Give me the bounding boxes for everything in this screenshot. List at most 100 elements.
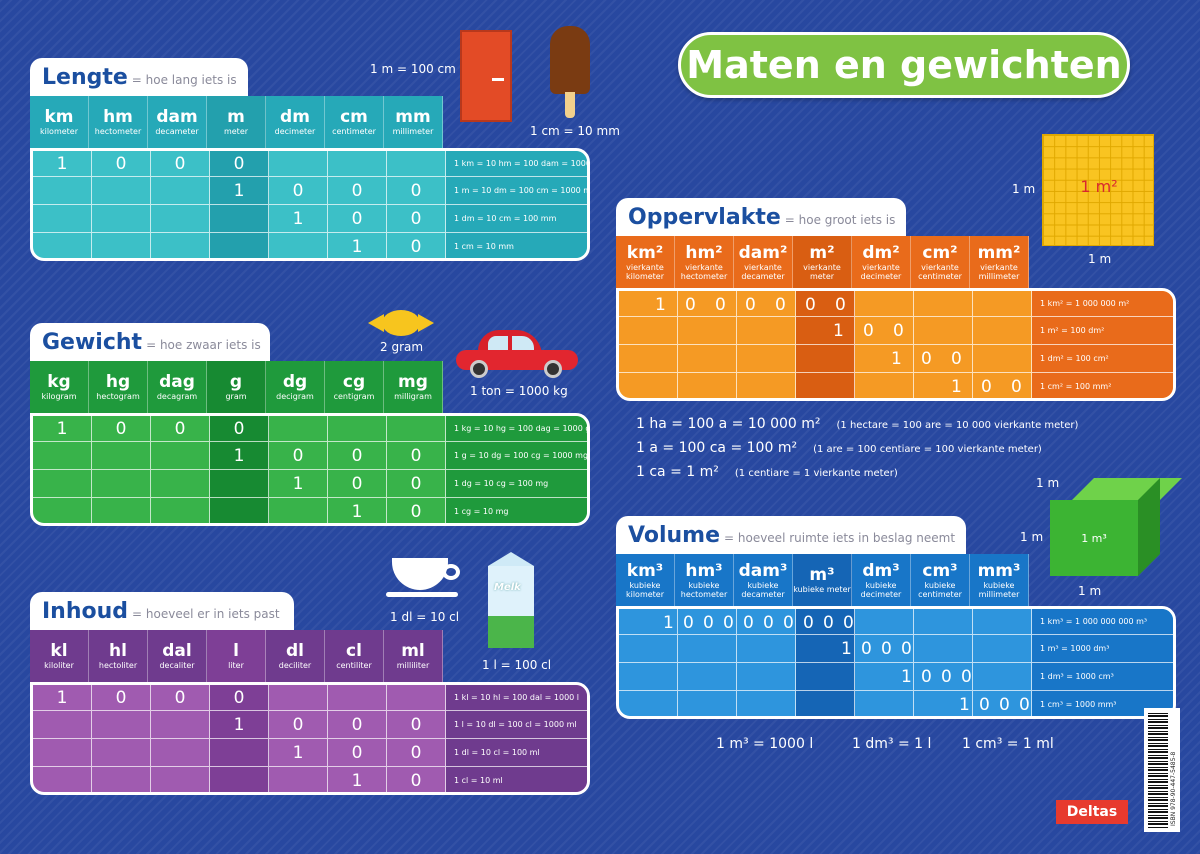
digit-cell: 0 (387, 498, 446, 523)
digit-cell (151, 177, 210, 205)
digit-cell (269, 767, 328, 792)
unit-abbr: m³ (809, 565, 835, 585)
table-row: 1 cm² = 100 mm² (619, 373, 1173, 398)
digit-cell (973, 663, 1032, 691)
unit-name: milligram (394, 392, 432, 401)
equation-main: 1 a = 100 ca = 100 m² (636, 440, 798, 456)
volume-bottom-3: 1 cm³ = 1 ml (962, 736, 1054, 752)
digit-cell (328, 685, 387, 711)
digit: 1 (841, 639, 852, 659)
unit-abbr: dam³ (738, 560, 788, 581)
unit-name: vierkante meter (803, 262, 841, 281)
digit-cell (973, 345, 1032, 373)
digit-cell (619, 663, 678, 691)
digit-cell (92, 233, 151, 258)
square-meter-illustration: 1 m² (1042, 134, 1154, 246)
digit: 0 (1011, 377, 1022, 397)
digit: 0 (703, 613, 714, 633)
digit-cell: 0 (387, 470, 446, 498)
volume-title: Volume (628, 523, 720, 548)
digit: 0 (881, 639, 892, 659)
digit-cell (914, 291, 973, 317)
header-cell: mm³ kubieke millimeter (970, 554, 1029, 606)
unit-name: hectometer (94, 127, 142, 136)
digit-cell: 1 (33, 151, 92, 177)
digit-cell: 0 (328, 711, 387, 739)
car-illustration (456, 330, 578, 378)
digit-cell: 0 (387, 233, 446, 258)
unit-name: hectoliter (98, 661, 138, 670)
header-cell: hm² vierkante hectometer (675, 236, 734, 288)
digit-cell (92, 767, 151, 792)
conversion-rule: 1 dm³ = 1000 cm³ (1032, 663, 1173, 691)
icecream-caption: 1 cm = 10 mm (530, 124, 620, 138)
digit: 0 (961, 667, 972, 687)
digit-cell (33, 498, 92, 523)
area-equation: 1 ha = 100 a = 10 000 m² (1 hectare = 100… (636, 416, 1078, 432)
digit-cell (151, 498, 210, 523)
unit-abbr: cg (342, 372, 366, 392)
unit-abbr: hl (109, 641, 127, 661)
equation-main: 1 ca = 1 m² (636, 464, 719, 480)
equation-explanation: (1 centiare = 1 vierkante meter) (734, 468, 898, 479)
conversion-rule: 1 g = 10 dg = 100 cg = 1000 mg (446, 442, 587, 470)
unit-abbr: dm² (862, 242, 900, 263)
digit-cell: 0 (92, 416, 151, 442)
digit-cell (92, 470, 151, 498)
gewicht-tab: Gewicht = hoe zwaar iets is (30, 323, 270, 363)
digit-cell: 0 (387, 767, 446, 792)
unit-name: gram (225, 392, 247, 401)
digit: 0 (715, 295, 726, 315)
digit-cell (855, 373, 914, 398)
candy-caption: 2 gram (380, 340, 424, 354)
header-cell: hm hectometer (89, 96, 148, 148)
unit-abbr: m² (809, 242, 835, 263)
unit-abbr: cl (346, 641, 362, 661)
header-cell: mg milligram (384, 361, 443, 413)
digit-cell (914, 373, 973, 398)
digit: 0 (979, 695, 990, 715)
digit: 0 (743, 613, 754, 633)
unit-abbr: hg (105, 372, 131, 392)
digit-cell (33, 205, 92, 233)
volume-header: km³ kubieke kilometer hm³ kubieke hectomete… (616, 554, 1029, 606)
conversion-rule: 1 dl = 10 cl = 100 ml (446, 739, 587, 767)
digit-cell (914, 317, 973, 345)
digit-cell: 0 (387, 711, 446, 739)
unit-name: kubieke meter (793, 585, 851, 594)
header-cell: m meter (207, 96, 266, 148)
conversion-rule: 1 dg = 10 cg = 100 mg (446, 470, 587, 498)
conversion-rule: 1 cm² = 100 mm² (1032, 373, 1173, 398)
digit-cell (619, 635, 678, 663)
unit-abbr: km³ (626, 560, 664, 581)
digit-cell: 0 (210, 416, 269, 442)
digit-cell (619, 691, 678, 716)
header-cell: hm³ kubieke hectometer (675, 554, 734, 606)
digit-cell (33, 739, 92, 767)
digit-cell (855, 663, 914, 691)
digit-cell: 0 (387, 205, 446, 233)
unit-abbr: km² (626, 242, 664, 263)
isbn-text: ISBN 978-90-447-5485-8 (1170, 751, 1177, 826)
digit-cell (33, 767, 92, 792)
inhoud-subtitle: = hoeveel er in iets past (132, 607, 280, 621)
digit-cell (387, 685, 446, 711)
unit-name: kubieke centimeter (918, 580, 962, 599)
header-cell: cm centimeter (325, 96, 384, 148)
oppervlakte-tab: Oppervlakte = hoe groot iets is (616, 198, 906, 238)
digit-cell: 0 (269, 177, 328, 205)
digit-cell (33, 177, 92, 205)
digit: 0 (951, 349, 962, 369)
header-cell: dl deciliter (266, 630, 325, 682)
digit-cell (210, 470, 269, 498)
header-cell: l liter (207, 630, 266, 682)
unit-abbr: dal (162, 641, 192, 661)
digit: 0 (685, 295, 696, 315)
unit-abbr: m (227, 107, 245, 127)
digit-cell (914, 691, 973, 716)
digit-cell (678, 345, 737, 373)
digit-cell: 0 (210, 151, 269, 177)
digit: 0 (745, 295, 756, 315)
